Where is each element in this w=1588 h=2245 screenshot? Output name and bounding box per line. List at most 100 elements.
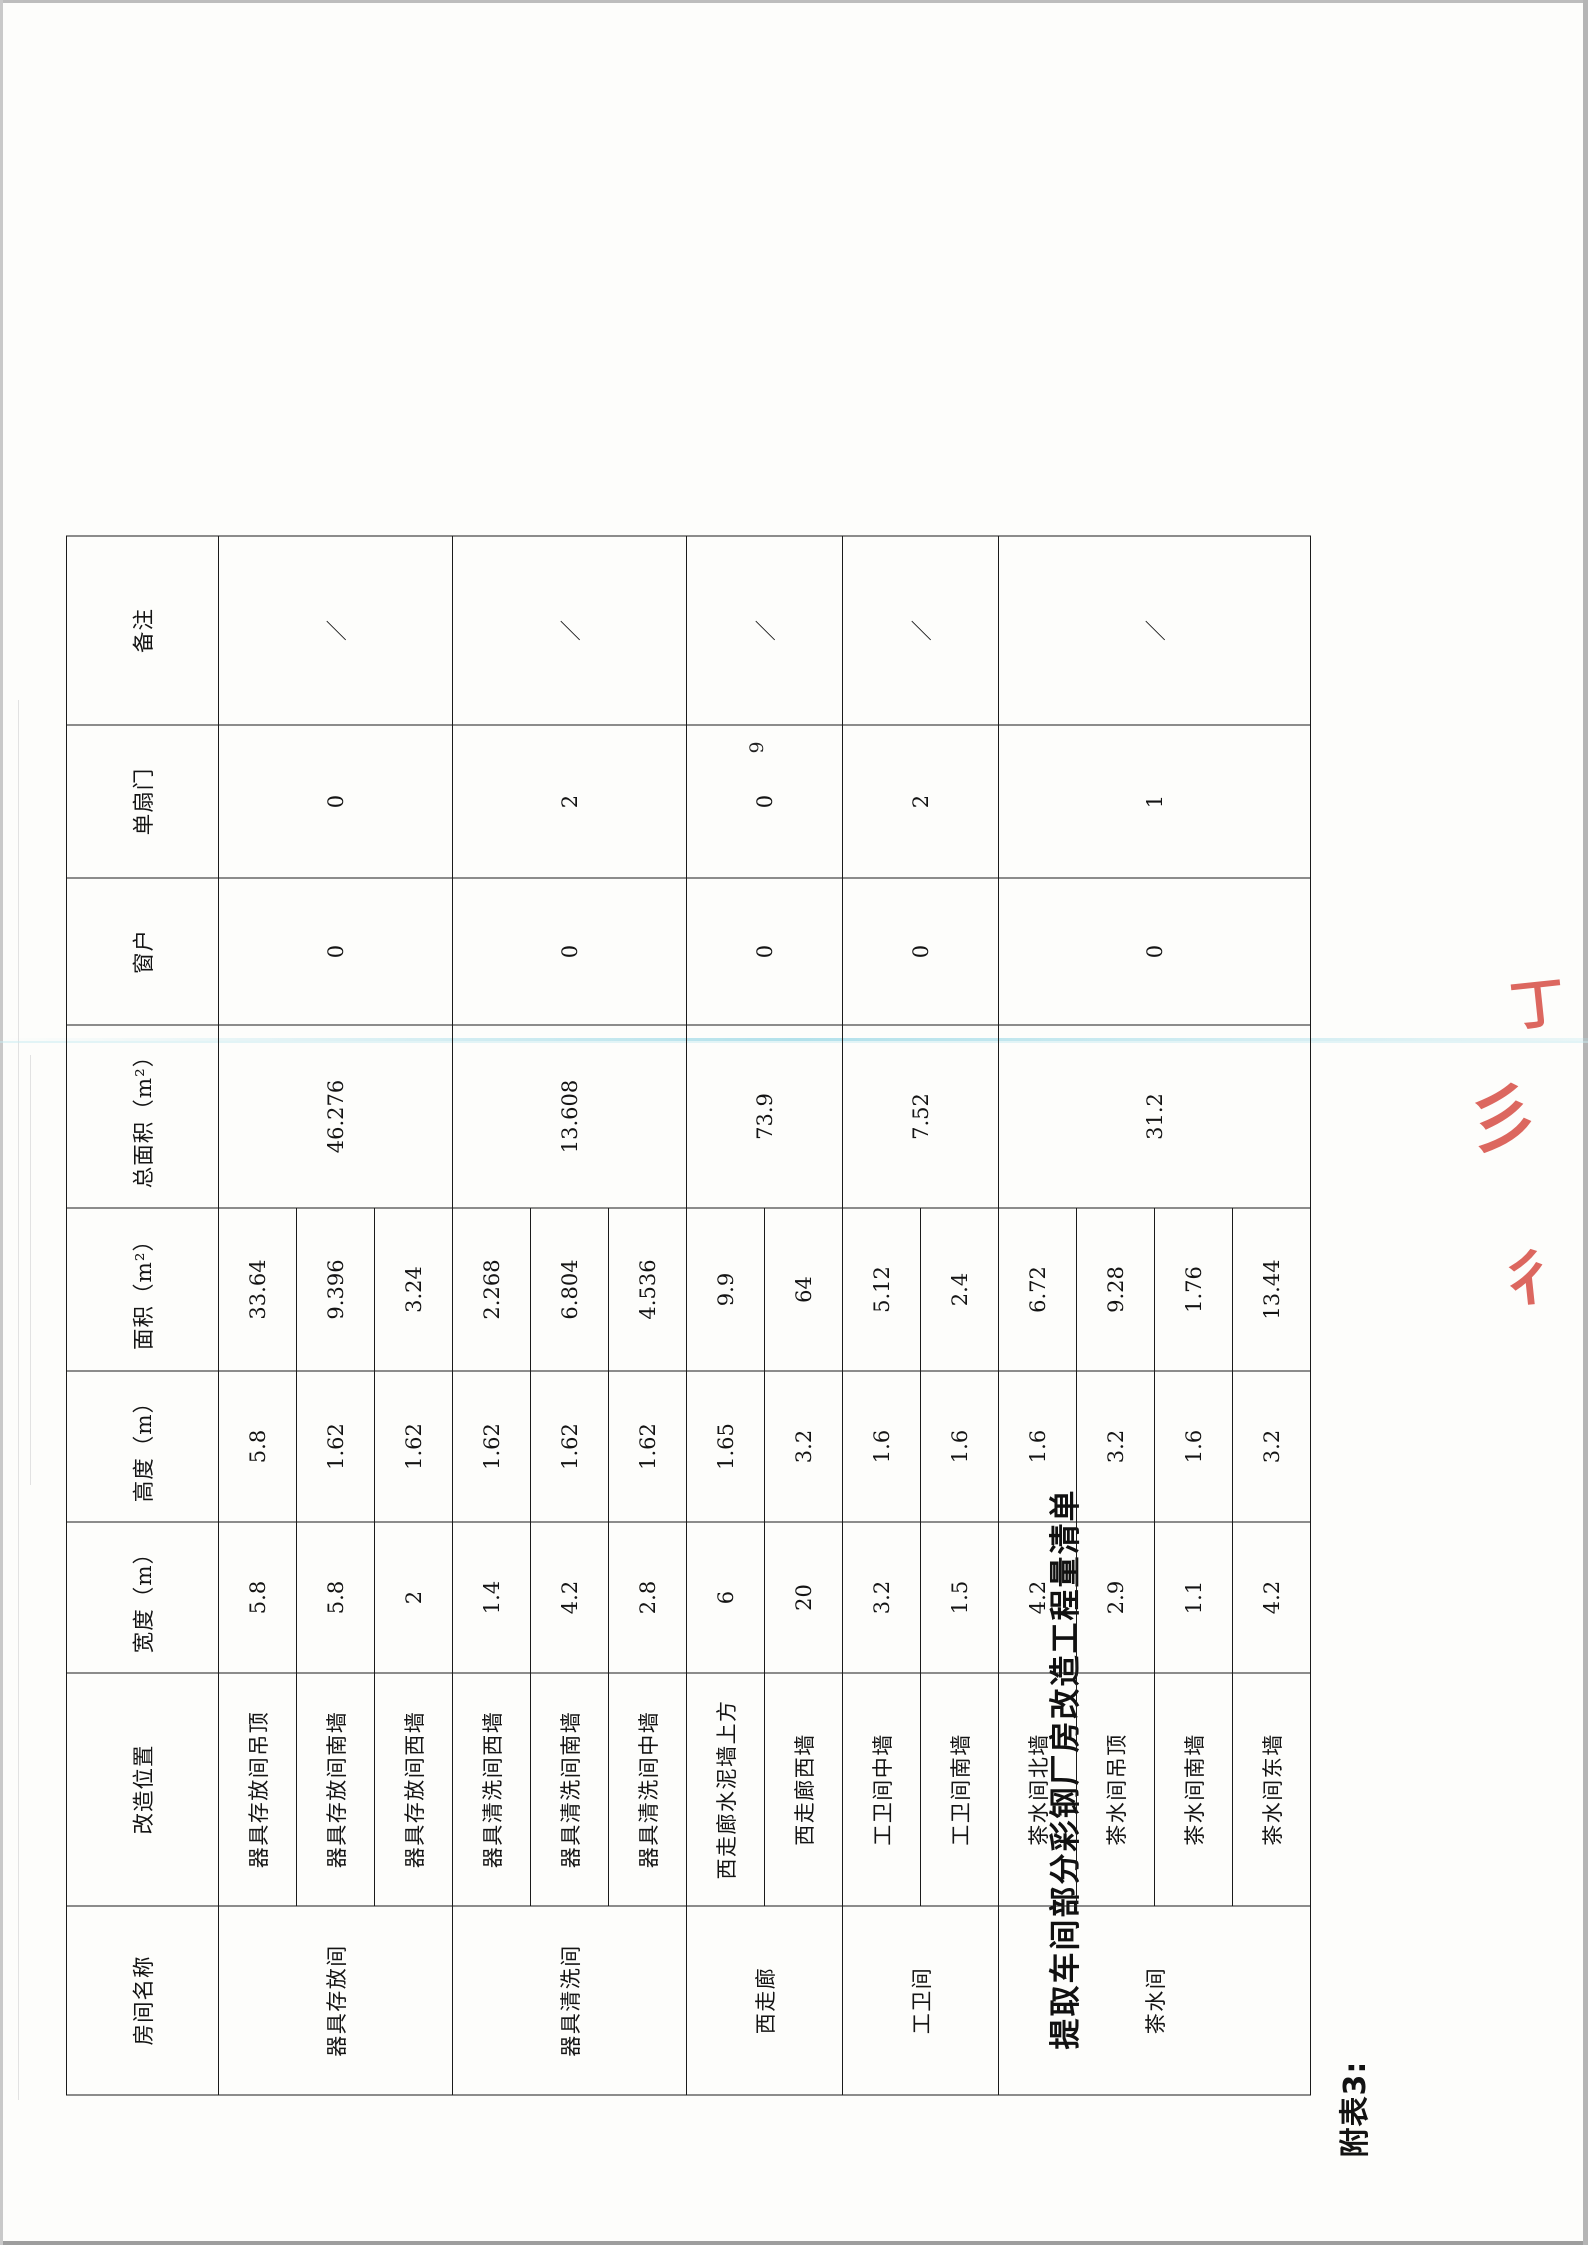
col-header-door: 单扇门 [66,724,219,878]
table-row: 器具存放间 器具存放间吊顶 5.8 5.8 33.64 46.276 0 0 ／ [218,535,453,2095]
col-header-height: 高度（m） [66,1370,219,1522]
page-edge-left [0,0,3,2245]
cell-height: 5.8 [218,1370,297,1522]
table-row: 茶水间 茶水间北墙 4.2 1.6 6.72 31.2 0 1 ／ [998,535,1311,2095]
cell-area: 2.268 [452,1207,531,1371]
scanner-artifact-line-2 [0,1041,1588,1043]
table-row: 器具清洗间 器具清洗间西墙 1.4 1.62 2.268 13.608 0 2 ／ [452,535,687,2095]
cell-width: 1.4 [452,1521,531,1673]
cell-height: 1.6 [998,1370,1077,1522]
cell-width: 4.2 [1232,1521,1311,1673]
cell-area: 5.12 [842,1207,921,1371]
cell-area: 9.9 [686,1207,765,1371]
cell-room-name: 器具存放间 [218,1905,453,2095]
attachment-label: 附表3: [1338,2060,1373,2157]
cell-door: 1 [998,724,1311,878]
cell-room-name: 茶水间 [998,1905,1311,2095]
cell-height: 3.2 [1076,1370,1155,1522]
col-header-position: 改造位置 [66,1672,219,1906]
cell-window: 0 [842,877,999,1025]
fold-mark-left-2 [30,1055,31,1485]
cell-window: 0 [998,877,1311,1025]
cell-area: 9.28 [1076,1207,1155,1371]
cell-position: 茶水间北墙 [998,1672,1077,1906]
cell-room-name: 工卫间 [842,1905,999,2095]
cell-height: 1.65 [686,1370,765,1522]
cell-position: 茶水间吊顶 [1076,1672,1155,1906]
cell-position: 工卫间南墙 [920,1672,999,1906]
cell-room-name: 器具清洗间 [452,1905,687,2095]
cell-area: 64 [764,1207,843,1371]
cell-position: 茶水间南墙 [1154,1672,1233,1906]
page-edge-bottom [0,2241,1588,2245]
cell-total-area: 73.9 [686,1024,843,1208]
cell-note: ／ [842,535,999,725]
cell-position: 器具存放间吊顶 [218,1672,297,1906]
cell-width: 1.5 [920,1521,999,1673]
cell-width: 6 [686,1521,765,1673]
col-header-total-area: 总面积（m²） [66,1024,219,1208]
cell-position: 器具清洗间西墙 [452,1672,531,1906]
cell-position: 工卫间中墙 [842,1672,921,1906]
cell-area: 6.804 [530,1207,609,1371]
col-header-area: 面积（m²） [66,1207,219,1371]
fold-mark-left-1 [18,700,19,2100]
cell-position: 器具清洗间南墙 [530,1672,609,1906]
cell-height: 1.62 [530,1370,609,1522]
cell-width: 2.9 [1076,1521,1155,1673]
cell-area: 9.396 [296,1207,375,1371]
cell-width: 20 [764,1521,843,1673]
cell-door: 2 [452,724,687,878]
cell-door: 2 [842,724,999,878]
cell-position: 西走廊水泥墙上方 [686,1672,765,1906]
cell-area: 2.4 [920,1207,999,1371]
cell-total-area: 31.2 [998,1024,1311,1208]
cell-note: ／ [686,535,843,725]
table-header-row: 房间名称 改造位置 宽度（m） 高度（m） 面积（m²） 总面积（m²） 窗户 … [66,535,219,2095]
table-row: 西走廊 西走廊水泥墙上方 6 1.65 9.9 73.9 0 0 ／ [686,535,843,2095]
cell-total-area: 46.276 [218,1024,453,1208]
cell-note: ／ [998,535,1311,725]
cell-height: 1.62 [608,1370,687,1522]
cell-height: 3.2 [764,1370,843,1522]
cell-door: 0 [686,724,843,878]
cell-total-area: 13.608 [452,1024,687,1208]
cell-width: 5.8 [296,1521,375,1673]
cell-note: ／ [452,535,687,725]
cell-area: 33.64 [218,1207,297,1371]
cell-position: 西走廊西墙 [764,1672,843,1906]
table-row: 工卫间 工卫间中墙 3.2 1.6 5.12 7.52 0 2 ／ [842,535,999,2095]
cell-area: 3.24 [374,1207,453,1371]
scanner-artifact-line [0,1038,1588,1041]
cell-height: 1.6 [1154,1370,1233,1522]
cell-height: 1.6 [920,1370,999,1522]
cell-width: 2 [374,1521,453,1673]
cell-position: 器具存放间西墙 [374,1672,453,1906]
cell-total-area: 7.52 [842,1024,999,1208]
col-header-width: 宽度（m） [66,1521,219,1673]
cell-window: 0 [686,877,843,1025]
cell-height: 1.62 [374,1370,453,1522]
col-header-window: 窗户 [66,877,219,1025]
cell-width: 1.1 [1154,1521,1233,1673]
cell-area: 6.72 [998,1207,1077,1371]
cell-height: 3.2 [1232,1370,1311,1522]
cell-room-name: 西走廊 [686,1905,843,2095]
cell-position: 茶水间东墙 [1232,1672,1311,1906]
cell-position: 器具清洗间中墙 [608,1672,687,1906]
cell-window: 0 [452,877,687,1025]
cell-height: 1.62 [452,1370,531,1522]
cell-height: 1.6 [842,1370,921,1522]
cell-width: 4.2 [998,1521,1077,1673]
page-edge-right [1583,0,1588,2245]
cell-door: 0 [218,724,453,878]
cell-width: 5.8 [218,1521,297,1673]
cell-height: 1.62 [296,1370,375,1522]
cell-area: 4.536 [608,1207,687,1371]
quantity-list-table: 房间名称 改造位置 宽度（m） 高度（m） 面积（m²） 总面积（m²） 窗户 … [66,535,1311,2095]
cell-note: ／ [218,535,453,725]
col-header-room: 房间名称 [66,1905,219,2095]
